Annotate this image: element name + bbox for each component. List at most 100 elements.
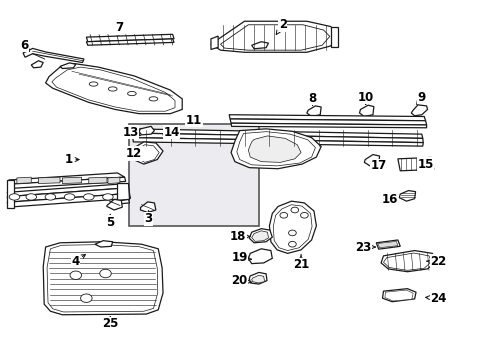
Polygon shape bbox=[269, 201, 316, 253]
Text: 25: 25 bbox=[102, 317, 118, 330]
Ellipse shape bbox=[26, 194, 37, 200]
Polygon shape bbox=[384, 290, 412, 301]
Polygon shape bbox=[108, 177, 120, 184]
Polygon shape bbox=[397, 157, 433, 171]
Polygon shape bbox=[377, 242, 397, 248]
Text: 23: 23 bbox=[354, 240, 374, 253]
Text: 4: 4 bbox=[71, 255, 85, 267]
Polygon shape bbox=[251, 231, 268, 242]
Polygon shape bbox=[248, 249, 272, 264]
Circle shape bbox=[280, 212, 287, 218]
Polygon shape bbox=[330, 27, 337, 47]
Polygon shape bbox=[43, 242, 163, 315]
Ellipse shape bbox=[64, 194, 75, 200]
Polygon shape bbox=[62, 177, 81, 184]
Text: 17: 17 bbox=[370, 159, 386, 172]
Polygon shape bbox=[251, 42, 268, 49]
Ellipse shape bbox=[102, 194, 113, 200]
Circle shape bbox=[81, 294, 92, 302]
Ellipse shape bbox=[127, 91, 136, 96]
Polygon shape bbox=[410, 105, 427, 116]
Polygon shape bbox=[130, 142, 163, 164]
Polygon shape bbox=[399, 190, 415, 201]
Polygon shape bbox=[139, 126, 154, 135]
Text: 12: 12 bbox=[126, 147, 142, 160]
Polygon shape bbox=[163, 132, 179, 138]
Polygon shape bbox=[249, 229, 272, 243]
Polygon shape bbox=[230, 119, 426, 125]
Circle shape bbox=[300, 212, 307, 218]
Circle shape bbox=[70, 271, 81, 279]
Text: 9: 9 bbox=[416, 91, 425, 104]
Text: 22: 22 bbox=[426, 255, 446, 267]
Text: 20: 20 bbox=[231, 274, 251, 287]
Circle shape bbox=[288, 230, 296, 236]
Polygon shape bbox=[382, 289, 415, 302]
Polygon shape bbox=[220, 25, 329, 50]
Polygon shape bbox=[95, 241, 112, 247]
Polygon shape bbox=[133, 138, 423, 146]
Polygon shape bbox=[383, 253, 430, 270]
Polygon shape bbox=[86, 39, 174, 45]
Polygon shape bbox=[52, 67, 175, 111]
Polygon shape bbox=[45, 64, 182, 114]
Text: 8: 8 bbox=[308, 92, 316, 105]
Circle shape bbox=[288, 242, 296, 247]
Polygon shape bbox=[7, 184, 128, 197]
Polygon shape bbox=[134, 145, 159, 162]
Polygon shape bbox=[273, 205, 311, 251]
Polygon shape bbox=[248, 136, 301, 162]
Text: 10: 10 bbox=[357, 91, 373, 104]
Text: 16: 16 bbox=[381, 193, 397, 206]
Polygon shape bbox=[249, 273, 266, 284]
Polygon shape bbox=[117, 199, 129, 204]
Circle shape bbox=[290, 207, 298, 213]
Text: 5: 5 bbox=[106, 215, 114, 229]
Polygon shape bbox=[376, 240, 399, 249]
Polygon shape bbox=[39, 177, 60, 184]
Text: 21: 21 bbox=[292, 255, 308, 271]
Polygon shape bbox=[60, 63, 76, 68]
Polygon shape bbox=[132, 133, 423, 143]
Text: 18: 18 bbox=[230, 230, 249, 243]
Polygon shape bbox=[251, 275, 264, 283]
Ellipse shape bbox=[89, 82, 98, 86]
FancyBboxPatch shape bbox=[128, 123, 258, 226]
Circle shape bbox=[100, 269, 111, 278]
Polygon shape bbox=[359, 105, 373, 117]
Text: 2: 2 bbox=[276, 18, 286, 35]
Text: 15: 15 bbox=[417, 158, 433, 171]
Text: 24: 24 bbox=[425, 292, 446, 305]
Polygon shape bbox=[23, 48, 84, 63]
Polygon shape bbox=[210, 21, 337, 52]
Ellipse shape bbox=[149, 97, 158, 101]
Polygon shape bbox=[306, 106, 321, 117]
Polygon shape bbox=[7, 193, 130, 207]
Polygon shape bbox=[89, 177, 107, 184]
Polygon shape bbox=[236, 132, 315, 166]
Polygon shape bbox=[231, 129, 321, 169]
Ellipse shape bbox=[9, 194, 20, 200]
Polygon shape bbox=[210, 36, 218, 49]
Polygon shape bbox=[7, 180, 14, 208]
Text: 14: 14 bbox=[163, 126, 180, 139]
Ellipse shape bbox=[45, 194, 56, 200]
Polygon shape bbox=[31, 61, 43, 68]
Text: 13: 13 bbox=[122, 126, 140, 139]
Polygon shape bbox=[9, 177, 125, 189]
Polygon shape bbox=[131, 129, 422, 138]
Text: 7: 7 bbox=[115, 21, 123, 35]
Polygon shape bbox=[9, 173, 124, 184]
Text: 11: 11 bbox=[185, 113, 202, 126]
Polygon shape bbox=[17, 177, 31, 184]
Polygon shape bbox=[231, 123, 426, 128]
Text: 6: 6 bbox=[20, 39, 29, 52]
Text: 3: 3 bbox=[144, 211, 152, 225]
Text: 19: 19 bbox=[231, 251, 251, 264]
Polygon shape bbox=[86, 34, 174, 42]
Polygon shape bbox=[47, 244, 158, 312]
Polygon shape bbox=[107, 199, 122, 210]
Ellipse shape bbox=[108, 87, 117, 91]
Polygon shape bbox=[229, 115, 425, 121]
Polygon shape bbox=[117, 184, 129, 201]
